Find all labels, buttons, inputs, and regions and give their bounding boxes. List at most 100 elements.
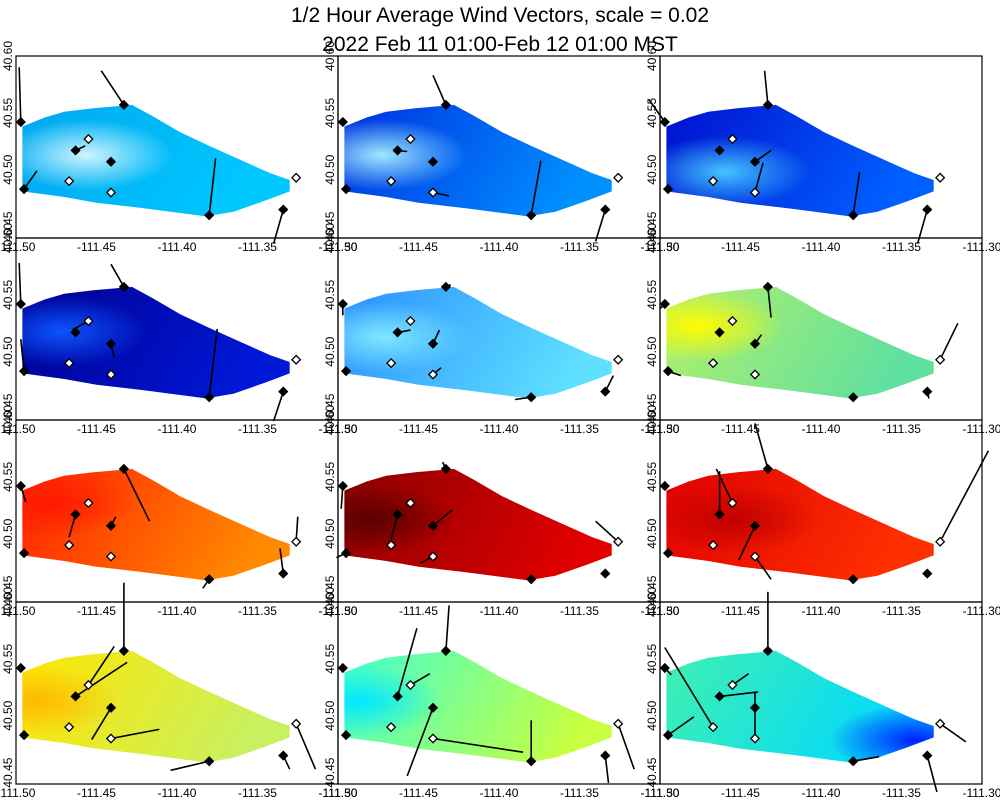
station-marker xyxy=(662,729,674,741)
station-marker xyxy=(922,750,933,761)
station-marker xyxy=(749,369,761,380)
station-marker xyxy=(935,718,946,729)
x-tick-label: -111.35 xyxy=(560,240,599,254)
station-marker xyxy=(83,133,94,145)
wind-vector xyxy=(939,322,959,361)
wind-vector xyxy=(208,328,218,398)
panel-field-hotspot xyxy=(344,650,612,763)
wind-vector xyxy=(18,262,22,305)
station-marker xyxy=(392,327,403,338)
station-marker xyxy=(922,386,933,397)
y-tick-label: 40.50 xyxy=(645,518,659,548)
y-tick-label: 40.50 xyxy=(645,700,659,730)
x-tick-label: -111.35 xyxy=(238,240,277,254)
panel-field-hotspot xyxy=(344,104,612,217)
y-tick-label: 40.45 xyxy=(323,211,337,241)
wind-vector xyxy=(852,171,861,216)
y-tick-label: 40.45 xyxy=(1,757,15,787)
wind-vector xyxy=(75,661,128,698)
y-tick-label: 40.60 xyxy=(645,405,659,435)
station-marker xyxy=(392,509,403,520)
x-tick-label: -111.45 xyxy=(77,422,116,436)
station-marker xyxy=(427,338,439,349)
panel-field-hotspot xyxy=(22,650,290,763)
station-marker xyxy=(427,187,439,198)
station-marker xyxy=(70,327,81,338)
y-tick-label: 40.45 xyxy=(645,575,659,605)
station-marker xyxy=(600,204,611,215)
station-marker xyxy=(662,365,674,377)
station-marker xyxy=(848,574,859,585)
x-tick-label: -111.35 xyxy=(560,604,599,618)
station-marker xyxy=(662,183,674,195)
panel-field-hotspot xyxy=(344,468,612,581)
station-marker xyxy=(105,733,117,744)
wind-vector xyxy=(432,74,447,106)
station-marker xyxy=(64,722,75,733)
station-marker xyxy=(935,172,946,183)
x-tick-label: -111.45 xyxy=(721,422,760,436)
x-tick-label: -111.45 xyxy=(77,604,116,618)
y-tick-label: 40.50 xyxy=(1,336,15,366)
station-marker xyxy=(749,338,761,349)
x-tick-label: -111.35 xyxy=(238,786,277,800)
x-tick-label: -111.40 xyxy=(158,240,197,254)
x-tick-label: -111.35 xyxy=(882,786,921,800)
panel-6: -111.50 -111.45 -111.40 -111.35 -111.3040.45… xyxy=(641,223,1000,436)
x-tick-label: -111.30 xyxy=(963,422,1000,436)
wind-vector xyxy=(406,707,434,777)
wind-vector xyxy=(939,450,990,543)
chart-subtitle: 2022 Feb 11 01:00-Feb 12 01:00 MST xyxy=(322,33,678,56)
station-marker xyxy=(708,176,719,187)
station-marker xyxy=(848,756,859,767)
station-marker xyxy=(291,172,302,183)
wind-vector xyxy=(20,339,25,372)
station-marker xyxy=(749,702,761,713)
y-tick-label: 40.60 xyxy=(1,587,15,617)
x-tick-label: -111.45 xyxy=(77,786,116,800)
station-marker xyxy=(291,354,302,365)
station-marker xyxy=(204,392,215,403)
station-marker xyxy=(18,365,30,377)
wind-vector xyxy=(667,716,695,736)
wind-vector xyxy=(100,70,125,106)
x-tick-label: -111.40 xyxy=(802,786,841,800)
y-tick-label: 40.55 xyxy=(1,462,15,492)
station-marker xyxy=(440,281,451,293)
panel-12: -111.50 -111.45 -111.40 -111.35 -111.3040.45… xyxy=(641,587,1000,800)
x-tick-label: -111.50 xyxy=(0,786,36,800)
wind-vector xyxy=(170,760,210,772)
station-marker xyxy=(708,358,719,369)
wind-vector xyxy=(432,509,453,527)
station-marker xyxy=(18,183,30,195)
station-marker xyxy=(613,354,624,365)
panel-4: -111.50 -111.45 -111.40 -111.35 -111.3040.45… xyxy=(0,223,358,436)
station-marker xyxy=(83,679,94,691)
station-marker xyxy=(440,645,451,657)
station-marker xyxy=(118,281,129,293)
station-marker xyxy=(64,358,75,369)
wind-vector xyxy=(595,520,619,543)
y-tick-label: 40.45 xyxy=(323,757,337,787)
wind-vector xyxy=(594,209,607,242)
station-marker xyxy=(749,520,761,531)
station-marker xyxy=(18,547,30,559)
y-tick-label: 40.45 xyxy=(1,393,15,423)
station-marker xyxy=(386,540,397,551)
x-tick-label: -111.40 xyxy=(158,422,197,436)
wind-vector xyxy=(738,525,756,561)
station-marker xyxy=(714,691,725,702)
station-marker xyxy=(340,183,352,195)
panel-field-hotspot xyxy=(666,286,934,399)
station-marker xyxy=(440,99,451,111)
wind-vector xyxy=(648,98,666,123)
station-marker xyxy=(15,298,26,310)
y-tick-label: 40.55 xyxy=(323,280,337,310)
panel-field-hotspot xyxy=(22,286,290,399)
x-tick-label: -111.40 xyxy=(480,422,519,436)
wind-vector xyxy=(719,691,759,698)
wind-vector xyxy=(715,468,734,504)
station-marker xyxy=(427,156,439,167)
station-marker xyxy=(83,497,94,509)
y-tick-label: 40.55 xyxy=(645,462,659,492)
